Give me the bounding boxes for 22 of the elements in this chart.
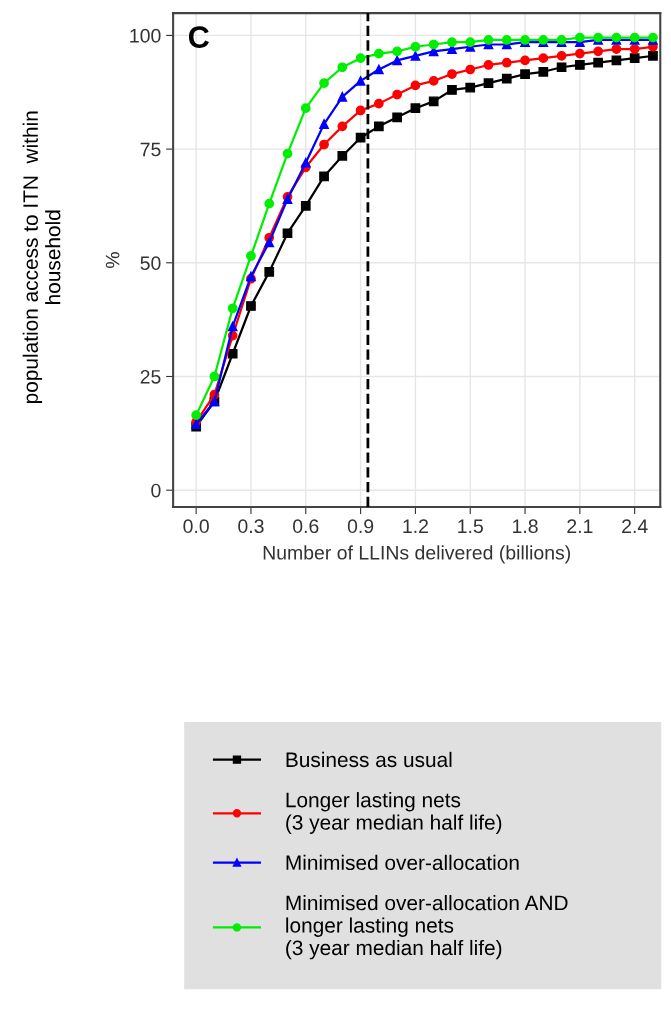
y-tick-label: 50	[140, 256, 161, 271]
x-tick-label: 0.6	[293, 519, 319, 534]
x-axis-title: Number of LLINs delivered (billions)	[263, 545, 571, 564]
x-tick-label: 2.1	[567, 519, 593, 533]
y-tick-label: 75	[140, 142, 161, 157]
y-tick-label: 0	[151, 483, 161, 498]
annotation: C	[188, 26, 209, 48]
x-tick-label: 0.3	[238, 519, 264, 534]
x-tick-label: 1.2	[403, 519, 428, 533]
x-tick-label: 0.9	[347, 519, 374, 534]
y-tick-label: 100	[130, 28, 161, 43]
x-tick-label: 1.5	[458, 519, 483, 534]
x-tick-label: 0.0	[183, 519, 209, 534]
text: population access to ITN within household	[22, 111, 61, 404]
legend-label: Business as usual	[286, 751, 452, 768]
x-tick-label: 2.4	[622, 519, 648, 533]
legend-label: Longer lasting nets (3 year median half life)	[286, 792, 502, 834]
x-tick-label: 1.8	[513, 519, 538, 534]
legend-label: Minimised over-allocation AND longer lasting nets (3 year median half life)	[286, 895, 568, 960]
legend-label: Minimised over-allocation	[286, 854, 519, 871]
y-axis-title: %	[105, 252, 120, 269]
y-tick-label: 25	[140, 369, 161, 384]
